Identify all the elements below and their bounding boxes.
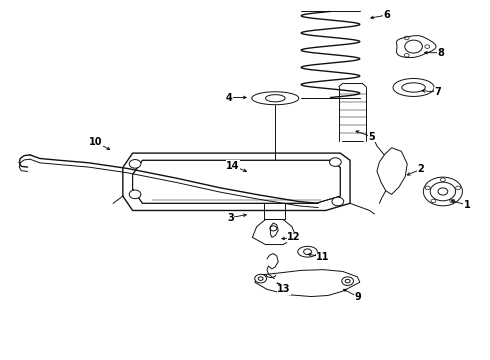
Text: 13: 13: [277, 284, 291, 294]
Text: 6: 6: [383, 10, 390, 20]
Text: 9: 9: [354, 292, 361, 302]
Text: 5: 5: [368, 132, 375, 142]
Text: 8: 8: [437, 48, 444, 58]
Circle shape: [342, 277, 353, 285]
Text: 12: 12: [287, 232, 300, 242]
Circle shape: [423, 177, 463, 206]
Polygon shape: [255, 270, 360, 297]
Polygon shape: [266, 95, 285, 102]
Text: 11: 11: [317, 252, 330, 262]
Polygon shape: [252, 92, 299, 105]
Polygon shape: [270, 223, 278, 237]
Text: 3: 3: [227, 213, 234, 222]
Text: 7: 7: [435, 87, 441, 97]
Text: 10: 10: [89, 138, 103, 147]
Circle shape: [129, 190, 141, 199]
Circle shape: [438, 188, 448, 195]
Polygon shape: [396, 36, 436, 58]
Circle shape: [332, 197, 343, 206]
Circle shape: [330, 158, 341, 166]
Text: 2: 2: [417, 164, 424, 174]
Polygon shape: [402, 83, 425, 92]
Circle shape: [255, 274, 267, 283]
Circle shape: [129, 159, 141, 168]
Polygon shape: [298, 246, 318, 257]
Polygon shape: [393, 78, 434, 96]
Text: 1: 1: [464, 200, 471, 210]
Polygon shape: [377, 148, 407, 194]
Polygon shape: [133, 160, 340, 203]
Circle shape: [430, 182, 456, 201]
Polygon shape: [252, 220, 296, 244]
Text: 4: 4: [226, 93, 233, 103]
Text: 14: 14: [226, 161, 240, 171]
